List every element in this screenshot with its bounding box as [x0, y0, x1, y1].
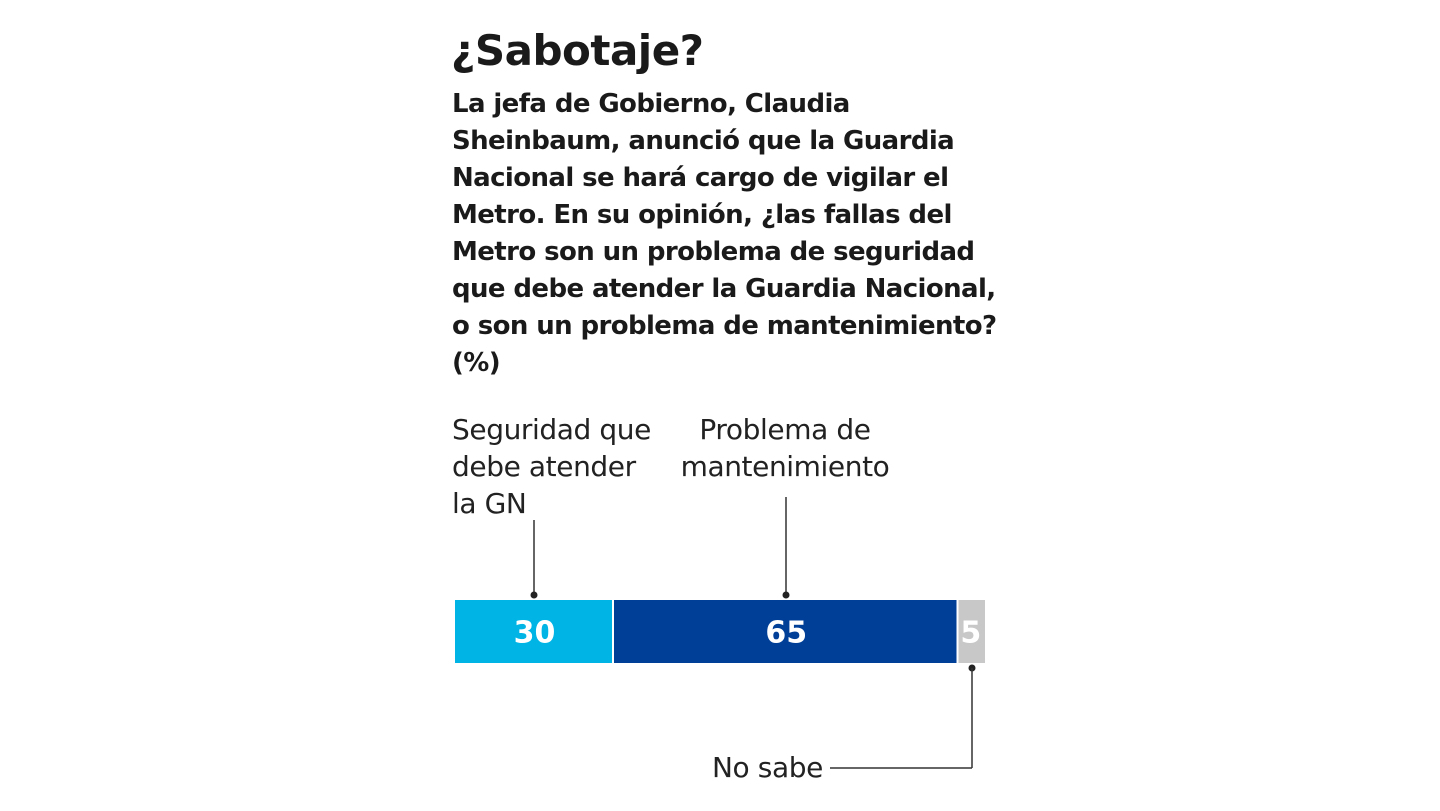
survey-question: La jefa de Gobierno, Claudia Sheinbaum, …	[452, 89, 997, 378]
bar-value-seguridad: 30	[514, 616, 556, 651]
bar-mantenimiento	[614, 600, 957, 663]
label-mantenimiento: Problema de mantenimiento	[680, 413, 890, 483]
leader-dot-seguridad	[530, 591, 538, 599]
label-seguridad: Seguridad que debe atender la GN	[452, 413, 651, 520]
bar-seguridad	[455, 600, 612, 663]
bar-value-mantenimiento: 65	[765, 616, 807, 651]
chart-title: ¿Sabotaje?	[451, 26, 704, 75]
label-no-sabe: No sabe	[712, 751, 823, 784]
bar-no-sabe	[958, 600, 985, 663]
bar-value-no-sabe: 5	[960, 616, 981, 651]
leader-dot-mantenimiento	[782, 591, 790, 599]
